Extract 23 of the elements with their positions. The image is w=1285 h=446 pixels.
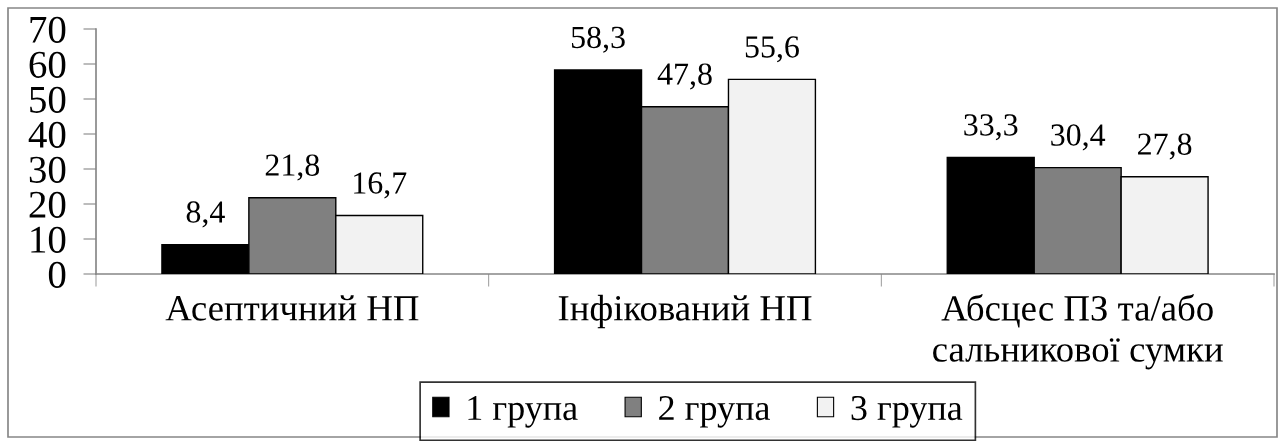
x-tick-label: Інфікований НП [558, 294, 812, 329]
y-tick-label: 0 [48, 261, 66, 288]
legend-label: 1 група [468, 396, 578, 428]
data-label: 58,3 [571, 26, 625, 53]
legend-label: 3 група [851, 395, 963, 428]
data-label: 21,8 [265, 154, 320, 181]
y-tick-label: 50 [30, 86, 66, 113]
data-label: 8,4 [186, 201, 225, 228]
data-label: 47,8 [657, 63, 712, 90]
data-label: 27,8 [1138, 133, 1192, 160]
data-label: 33,3 [964, 114, 1018, 141]
data-label: 55,6 [745, 36, 799, 63]
y-tick-label: 70 [30, 16, 66, 43]
y-tick-label: 40 [28, 121, 66, 148]
y-tick-label: 60 [29, 51, 66, 78]
x-tick-label: Асептичний НП [165, 295, 419, 321]
y-tick-label: 10 [31, 226, 66, 253]
x-tick-label: Абсцес ПЗ та/або сальникової сумки [933, 294, 1223, 370]
y-tick-label: 30 [29, 156, 66, 183]
data-label: 16,7 [354, 172, 407, 199]
y-tick-label: 20 [29, 191, 66, 218]
data-label: 30,4 [1051, 124, 1106, 151]
legend-label: 2 група [659, 395, 770, 428]
